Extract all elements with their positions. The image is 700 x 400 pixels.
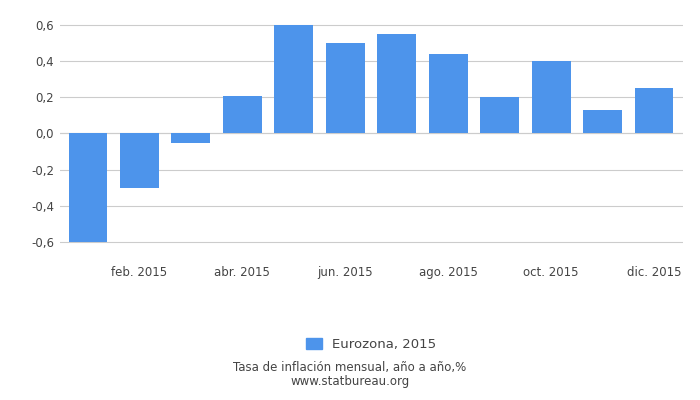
- Bar: [274, 25, 313, 134]
- Bar: [120, 134, 159, 188]
- Bar: [480, 97, 519, 134]
- Text: Tasa de inflación mensual, año a año,%: Tasa de inflación mensual, año a año,%: [233, 361, 467, 374]
- Bar: [377, 34, 416, 134]
- Bar: [172, 134, 210, 142]
- Bar: [532, 61, 570, 134]
- Bar: [583, 110, 622, 134]
- Bar: [69, 134, 107, 242]
- Legend: Eurozona, 2015: Eurozona, 2015: [300, 332, 442, 356]
- Text: www.statbureau.org: www.statbureau.org: [290, 375, 410, 388]
- Bar: [223, 96, 262, 134]
- Bar: [429, 54, 468, 134]
- Bar: [326, 43, 365, 134]
- Bar: [635, 88, 673, 134]
